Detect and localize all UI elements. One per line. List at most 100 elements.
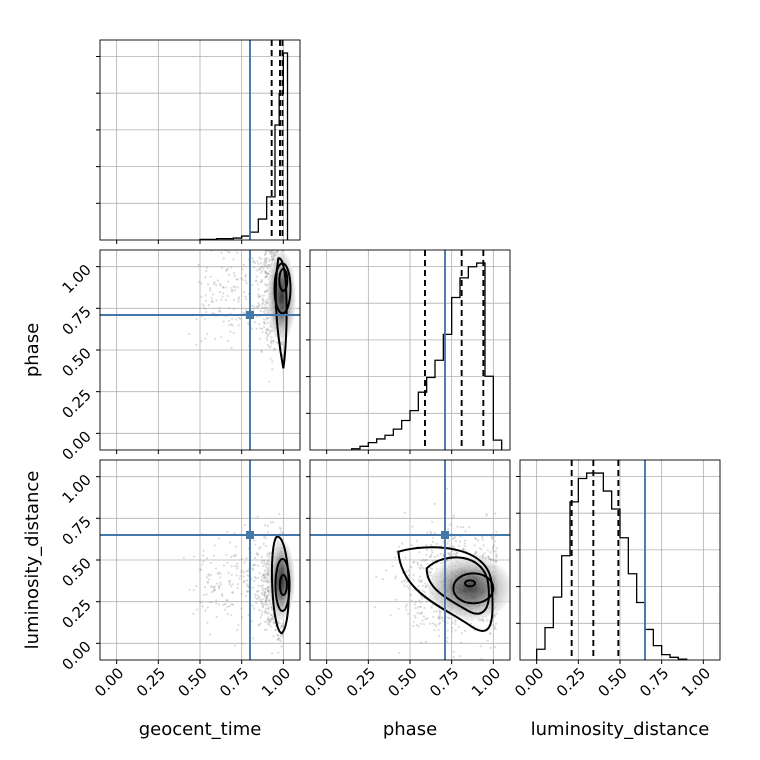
sample-point: [278, 241, 280, 243]
sample-point: [478, 555, 482, 558]
sample-point: [258, 547, 261, 550]
sample-point: [480, 658, 483, 660]
sample-point: [452, 545, 455, 548]
sample-point: [262, 574, 266, 577]
sample-point: [265, 331, 268, 334]
sample-point: [412, 624, 415, 628]
sample-point: [446, 542, 449, 545]
x-tick-label: 0.75: [636, 664, 672, 700]
sample-point: [281, 622, 285, 625]
sample-point: [434, 624, 438, 627]
sample-point: [268, 247, 270, 249]
sample-point: [412, 573, 415, 576]
sample-point: [216, 279, 220, 282]
sample-point: [397, 545, 401, 548]
sample-point: [261, 299, 264, 302]
sample-point: [226, 612, 229, 616]
truth-marker: [246, 531, 254, 539]
sample-point: [273, 244, 275, 246]
sample-point: [267, 569, 270, 572]
sample-point: [442, 540, 445, 543]
y-tick-label: 0.50: [58, 344, 94, 380]
sample-point: [426, 531, 429, 534]
sample-point: [385, 569, 388, 572]
sample-point: [441, 616, 444, 619]
sample-point: [259, 257, 263, 260]
sample-point: [232, 307, 235, 310]
sample-point: [260, 613, 263, 616]
sample-point: [266, 607, 270, 611]
sample-point: [271, 368, 274, 371]
sample-point: [394, 577, 397, 580]
sample-point: [222, 564, 226, 567]
sample-point: [265, 579, 268, 582]
y-tick-label: 1.00: [58, 261, 94, 297]
sample-point: [271, 521, 275, 524]
sample-point: [224, 286, 227, 289]
sample-point: [213, 281, 216, 284]
sample-point: [259, 546, 262, 549]
scatter-panel-phase-luminosity_distance: [309, 459, 511, 661]
sample-point: [397, 607, 400, 610]
sample-point: [442, 619, 445, 622]
sample-point: [254, 593, 257, 596]
sample-point: [474, 537, 478, 541]
sample-point: [258, 268, 261, 271]
sample-point: [280, 624, 284, 628]
sample-point: [236, 565, 239, 568]
sample-point: [413, 561, 416, 564]
sample-point: [279, 639, 282, 643]
sample-point: [439, 552, 442, 556]
sample-point: [244, 273, 247, 277]
sample-point: [413, 614, 416, 617]
sample-point: [415, 539, 418, 542]
sample-point: [205, 269, 208, 273]
sample-point: [481, 554, 484, 557]
sample-point: [428, 555, 431, 558]
sample-point: [276, 637, 279, 641]
sample-point: [203, 307, 207, 311]
sample-point: [271, 246, 273, 248]
sample-point: [229, 266, 233, 269]
sample-point: [452, 514, 456, 517]
sample-point: [491, 546, 494, 549]
sample-point: [227, 306, 230, 310]
sample-point: [261, 589, 265, 592]
sample-point: [233, 555, 236, 558]
sample-point: [233, 288, 237, 292]
sample-point: [490, 535, 493, 538]
truth-marker: [246, 311, 254, 319]
sample-point: [257, 263, 260, 266]
sample-point: [474, 550, 478, 553]
sample-point: [261, 605, 264, 608]
sample-point: [243, 561, 246, 564]
sample-point: [257, 584, 260, 587]
sample-point: [266, 552, 269, 555]
sample-point: [267, 321, 270, 324]
sample-point: [252, 306, 256, 310]
sample-point: [212, 293, 215, 296]
sample-point: [493, 615, 496, 618]
sample-point: [486, 619, 489, 622]
sample-point: [221, 592, 224, 596]
sample-point: [208, 633, 211, 636]
sample-point: [393, 556, 396, 559]
sample-point: [246, 569, 250, 573]
sample-point: [266, 327, 269, 330]
sample-point: [273, 245, 275, 247]
sample-point: [268, 620, 271, 623]
sample-point: [236, 586, 239, 590]
sample-point: [240, 557, 243, 561]
sample-point: [261, 601, 264, 605]
sample-point: [494, 550, 497, 553]
y-tick-label: 0.75: [58, 302, 94, 338]
sample-point: [426, 617, 429, 620]
sample-point: [262, 574, 265, 577]
sample-point: [265, 562, 269, 565]
sample-point: [257, 576, 260, 580]
sample-point: [265, 316, 268, 319]
sample-point: [262, 576, 266, 580]
sample-point: [473, 552, 476, 555]
sample-point: [230, 565, 233, 568]
